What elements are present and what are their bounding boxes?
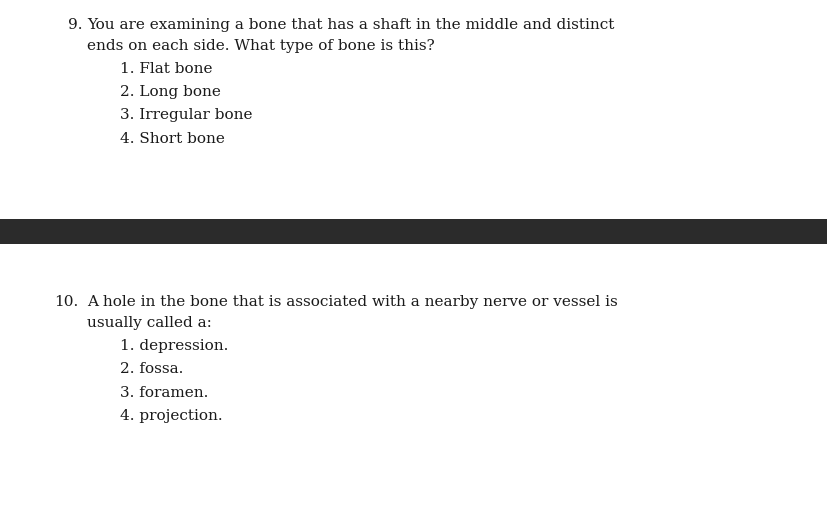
Text: 2. fossa.: 2. fossa. (120, 362, 184, 376)
Text: 9.: 9. (68, 18, 83, 32)
FancyBboxPatch shape (0, 219, 827, 244)
Text: You are examining a bone that has a shaft in the middle and distinct: You are examining a bone that has a shaf… (87, 18, 614, 32)
Text: 2. Long bone: 2. Long bone (120, 85, 221, 99)
Text: 4. Short bone: 4. Short bone (120, 131, 225, 146)
Text: 4. projection.: 4. projection. (120, 409, 222, 423)
Text: 10.: 10. (55, 295, 79, 309)
Text: 1. depression.: 1. depression. (120, 339, 228, 353)
Text: 1. Flat bone: 1. Flat bone (120, 62, 213, 76)
Text: 3. foramen.: 3. foramen. (120, 385, 208, 400)
Text: ends on each side. What type of bone is this?: ends on each side. What type of bone is … (87, 39, 434, 53)
Text: A hole in the bone that is associated with a nearby nerve or vessel is: A hole in the bone that is associated wi… (87, 295, 617, 309)
Text: 3. Irregular bone: 3. Irregular bone (120, 108, 252, 122)
Text: usually called a:: usually called a: (87, 316, 212, 331)
